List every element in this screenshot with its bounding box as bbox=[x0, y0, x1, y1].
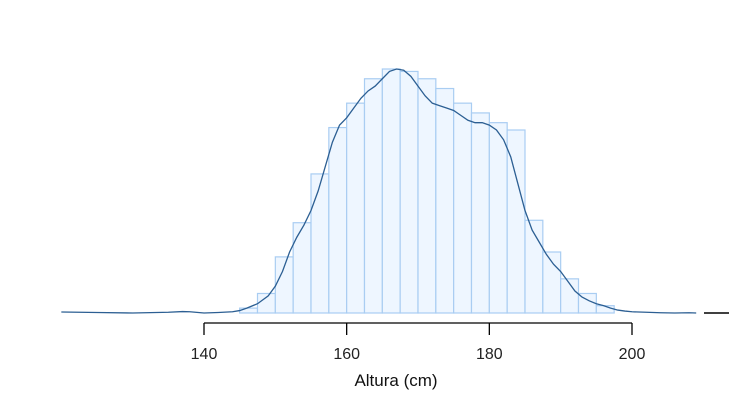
histogram-bars bbox=[239, 68, 615, 314]
histogram-bar bbox=[453, 102, 473, 314]
histogram-bar bbox=[488, 122, 508, 314]
x-tick-label: 140 bbox=[191, 346, 218, 363]
histogram-bar bbox=[292, 222, 312, 314]
histogram-bar bbox=[435, 87, 455, 314]
x-axis: 140 160 180 200 bbox=[191, 322, 646, 363]
x-tick-label: 180 bbox=[476, 346, 503, 363]
x-ticks: 140 160 180 200 bbox=[191, 323, 646, 363]
histogram-bar bbox=[256, 292, 276, 314]
histogram-bar bbox=[328, 126, 348, 314]
histogram-bar bbox=[417, 78, 437, 314]
histogram-bar bbox=[399, 70, 419, 314]
x-tick-label: 160 bbox=[333, 346, 360, 363]
histogram-bar bbox=[363, 78, 383, 314]
histogram-bar bbox=[381, 68, 401, 314]
density-curve bbox=[61, 68, 697, 314]
x-axis-title: Altura (cm) bbox=[354, 371, 437, 390]
x-tick-label: 200 bbox=[619, 346, 646, 363]
histogram-bar bbox=[346, 102, 366, 314]
histogram-bar bbox=[310, 173, 330, 314]
histogram-bar bbox=[470, 112, 490, 314]
histogram-bar bbox=[506, 129, 526, 314]
histogram-bar bbox=[239, 307, 259, 314]
